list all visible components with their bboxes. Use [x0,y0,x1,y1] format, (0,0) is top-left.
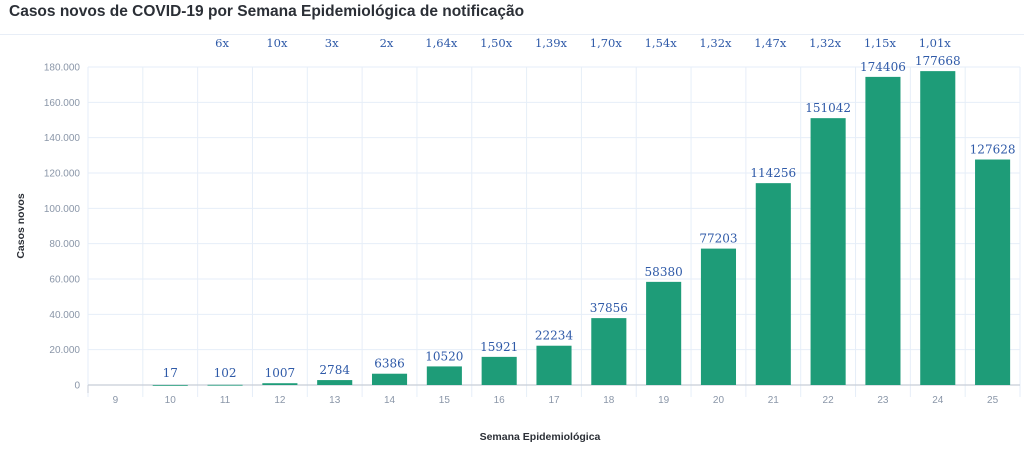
growth-label: 3x [325,36,339,50]
x-tick-label: 12 [274,395,286,406]
bar-week-23 [865,76,901,385]
data-label: 151042 [805,101,851,115]
x-tick-label: 16 [494,395,506,406]
data-label: 174406 [860,60,906,74]
bar-week-18 [591,318,627,385]
x-tick-label: 18 [603,395,615,406]
bar-week-15 [426,366,462,385]
bar-week-12 [262,383,298,385]
x-tick-label: 21 [768,395,780,406]
data-label: 1007 [265,366,296,380]
x-tick-label: 19 [658,395,670,406]
bar-week-25 [975,159,1011,385]
growth-label: 6x [215,36,229,50]
data-label: 6386 [374,357,405,371]
x-tick-label: 17 [548,395,560,406]
y-tick-label: 40.000 [49,310,80,321]
chart-title: Casos novos de COVID-19 por Semana Epide… [9,3,525,20]
growth-label: 1,64x [425,36,458,50]
y-axis-title: Casos novos [15,193,27,259]
data-label: 77203 [699,232,737,246]
x-tick-label: 11 [220,395,231,406]
bar-week-14 [371,373,408,385]
data-label: 22234 [535,329,574,343]
y-tick-label: 160.000 [44,98,81,109]
bar-week-11 [207,384,243,386]
growth-label: 1,32x [809,36,842,50]
y-tick-label: 60.000 [49,275,80,286]
growth-label: 1,47x [754,36,787,50]
bar-week-22 [810,118,846,386]
data-label: 2784 [319,363,350,377]
data-label: 10520 [425,349,463,363]
data-label: 15921 [480,340,518,354]
data-label: 17 [163,366,178,380]
x-tick-label: 10 [165,395,177,406]
x-tick-label: 9 [113,395,119,406]
y-tick-label: 180.000 [44,63,81,74]
y-tick-label: 100.000 [44,204,81,215]
data-label: 114256 [750,166,796,180]
x-tick-label: 20 [713,395,725,406]
growth-label: 2x [380,36,394,50]
x-tick-label: 25 [987,395,999,406]
bar-week-16 [481,356,517,385]
bar-week-10 [152,384,188,386]
data-label: 127628 [970,143,1016,157]
data-label: 102 [214,366,237,380]
x-axis-title: Semana Epidemiológica [480,431,601,443]
x-tick-label: 15 [439,395,451,406]
growth-label: 1,70x [590,36,623,50]
growth-label: 1,32x [699,36,732,50]
growth-label: 1,54x [645,36,678,50]
x-tick-label: 23 [877,395,889,406]
x-tick-label: 13 [329,395,341,406]
divider [0,34,1024,35]
y-tick-label: 80.000 [49,239,80,250]
x-tick-label: 14 [384,395,396,406]
y-tick-label: 140.000 [44,133,81,144]
x-tick-label: 24 [932,395,944,406]
growth-label: 1,01x [919,36,952,50]
data-label: 177668 [915,54,961,68]
growth-label: 1,39x [535,36,568,50]
bar-week-19 [646,281,682,385]
y-tick-label: 0 [74,381,80,392]
growth-label: 1,50x [480,36,513,50]
x-tick-label: 22 [823,395,835,406]
data-label: 37856 [590,301,628,315]
bar-week-20 [700,248,737,385]
bar-week-24 [920,71,956,385]
growth-label: 10x [266,36,288,50]
bar-week-21 [755,183,791,385]
y-tick-label: 20.000 [49,345,80,356]
bar-week-13 [317,380,353,385]
data-label: 58380 [645,265,683,279]
growth-label: 1,15x [864,36,897,50]
bar-week-17 [536,345,572,385]
y-tick-label: 120.000 [44,169,81,180]
